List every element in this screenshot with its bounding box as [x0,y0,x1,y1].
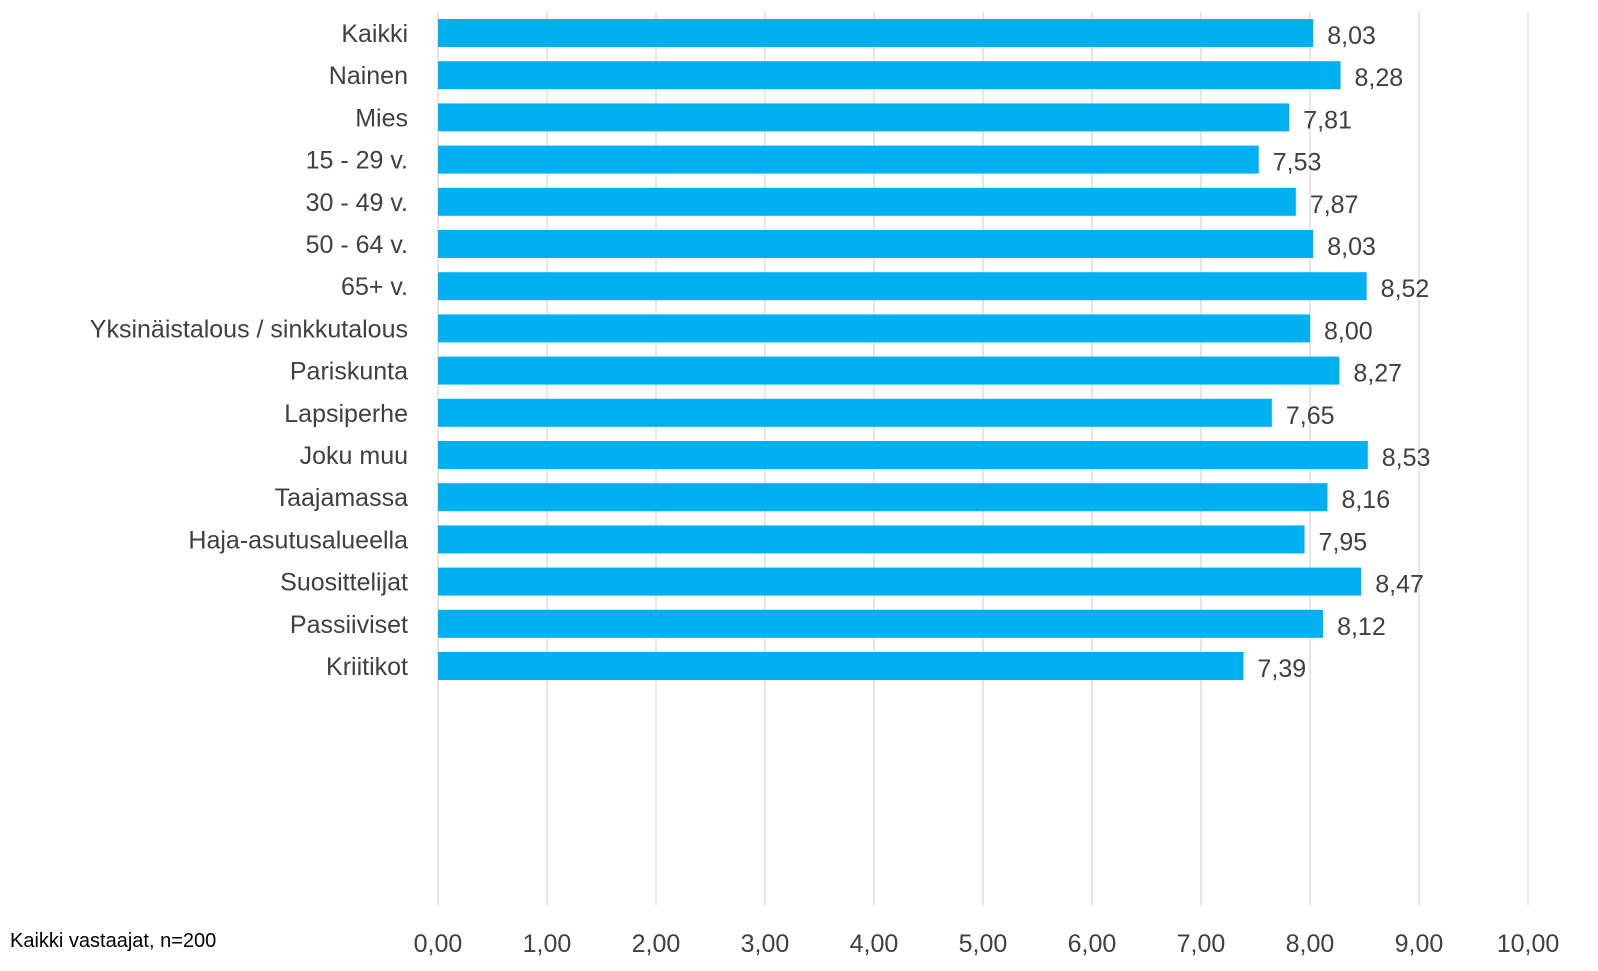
category-label: Joku muu [300,442,408,470]
bar [438,272,1367,300]
bar [438,568,1361,596]
x-tick-label: 3,00 [741,930,790,958]
data-label: 8,28 [1355,64,1404,92]
x-tick-label: 8,00 [1286,930,1335,958]
data-label: 7,65 [1286,402,1335,430]
bar [438,652,1244,680]
category-label: 30 - 49 v. [306,189,408,217]
data-label: 8,03 [1327,22,1376,50]
data-label: 8,53 [1382,444,1431,472]
category-label: Lapsiperhe [284,400,408,428]
category-label: 65+ v. [341,273,408,301]
category-label: Yksinäistalous / sinkkutalous [90,315,408,343]
data-label: 7,81 [1303,106,1352,134]
x-tick-label: 0,00 [414,930,463,958]
bar [438,146,1259,174]
x-tick-label: 2,00 [632,930,681,958]
category-label: Nainen [329,62,408,90]
data-label: 8,12 [1337,613,1386,641]
x-tick-label: 5,00 [959,930,1008,958]
x-tick-label: 10,00 [1497,930,1560,958]
bar [438,525,1305,553]
category-label: 15 - 29 v. [306,147,408,175]
category-label: Passiiviset [290,611,408,639]
x-tick-label: 4,00 [850,930,899,958]
bar [438,441,1368,469]
data-label: 7,39 [1258,655,1307,683]
bar [438,188,1296,216]
x-tick-label: 9,00 [1395,930,1444,958]
x-tick-label: 1,00 [523,930,572,958]
data-label: 8,03 [1327,233,1376,261]
x-tick-label: 6,00 [1068,930,1117,958]
bar [438,230,1313,258]
bar [438,103,1289,131]
bar [438,314,1310,342]
data-label: 8,16 [1341,486,1390,514]
data-label: 8,47 [1375,571,1424,599]
bar [438,399,1272,427]
category-label: Mies [355,104,408,132]
category-label: 50 - 64 v. [306,231,408,259]
category-label: Kriitikot [326,653,408,681]
category-label: Kaikki [341,20,408,48]
category-label: Suosittelijat [280,569,408,597]
data-label: 7,95 [1319,528,1368,556]
data-label: 7,87 [1310,191,1359,219]
bar [438,19,1313,47]
data-label: 8,00 [1324,317,1373,345]
x-tick-label: 7,00 [1177,930,1226,958]
data-label: 8,27 [1353,360,1402,388]
bar [438,357,1339,385]
data-label: 7,53 [1273,149,1322,177]
bar [438,610,1323,638]
category-label: Haja-asutusalueella [188,526,408,554]
category-label: Taajamassa [275,484,408,512]
data-label: 8,52 [1381,275,1430,303]
footnote: Kaikki vastaajat, n=200 [10,930,216,953]
category-label: Pariskunta [290,358,408,386]
bar [438,483,1327,511]
bar [438,61,1341,89]
